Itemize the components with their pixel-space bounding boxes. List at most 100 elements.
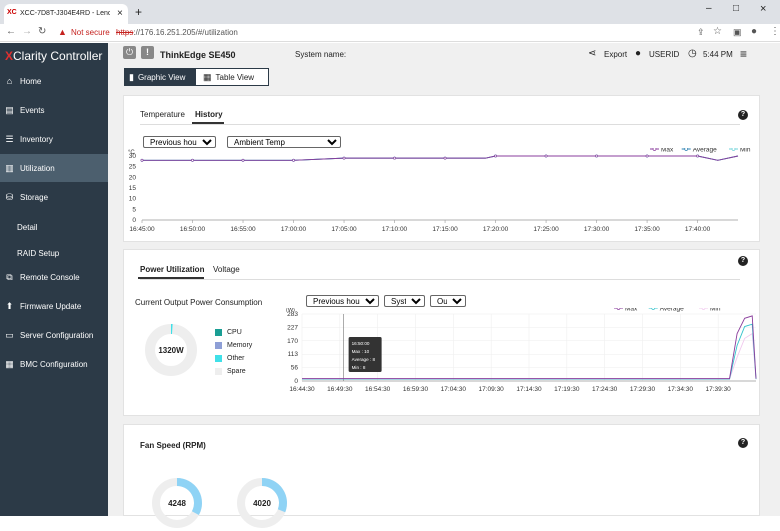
power-donut — [145, 323, 197, 376]
sidebar-item-remote-console[interactable]: ⧉ Remote Console — [0, 263, 108, 291]
power-source-select[interactable]: System — [384, 295, 425, 307]
temp-period-select[interactable]: Previous hour — [143, 136, 216, 148]
kebab-menu-icon[interactable]: ⋮ — [770, 26, 780, 37]
alert-button-icon[interactable]: ! — [141, 46, 154, 59]
table-view-label: Table View — [215, 72, 255, 82]
x-tick-label: 16:54:30 — [365, 386, 391, 393]
tab-voltage[interactable]: Voltage — [213, 265, 240, 274]
hamburger-menu-icon[interactable]: ≡ — [740, 47, 748, 61]
sidepanel-icon[interactable]: ▣ — [733, 27, 742, 37]
x-tick-label: 16:45:00 — [129, 226, 155, 233]
url-field[interactable]: https://176.16.251.205/#/utilization — [116, 28, 238, 37]
share-export-icon[interactable]: ⋖ — [588, 48, 597, 59]
donut-legend-swatch — [215, 368, 222, 375]
power-period-select[interactable]: Previous hour — [306, 295, 379, 307]
y-tick-label: 227 — [287, 324, 298, 331]
firmware-icon: ⬆ — [5, 300, 14, 311]
temp-sensor-select[interactable]: Ambient Temp — [227, 136, 341, 148]
tab-divider — [140, 279, 740, 280]
star-icon[interactable]: ☆ — [713, 26, 722, 37]
y-tick-label: 0 — [132, 217, 136, 224]
y-tick-label: 20 — [129, 174, 137, 181]
sidebar-item-bmc-configuration[interactable]: ▦ BMC Configuration — [0, 350, 108, 378]
tab-history-underline — [192, 122, 224, 124]
data-point — [241, 158, 245, 162]
sidebar-item-label: Remote Console — [20, 272, 80, 282]
data-point — [595, 154, 598, 158]
donut-legend-label: Memory — [227, 342, 253, 349]
sidebar-item-events[interactable]: ▤ Events — [0, 96, 108, 124]
minimize-icon[interactable]: ‒ — [706, 3, 712, 14]
sidebar-item-server-configuration[interactable]: ▭ Server Configuration — [0, 321, 108, 349]
sidebar-item-utilization[interactable]: ▥ Utilization — [0, 154, 108, 182]
y-tick-label: 283 — [287, 311, 298, 318]
fan-speed-title: Fan Speed (RPM) — [140, 441, 206, 450]
x-tick-label: 17:25:00 — [533, 226, 559, 233]
bmc-config-icon: ▦ — [5, 358, 14, 369]
home-icon: ⌂ — [6, 75, 13, 86]
legend-marker — [652, 148, 657, 151]
donut-legend-label: CPU — [227, 329, 242, 336]
sidebar-item-firmware-update[interactable]: ⬆ Firmware Update — [0, 292, 108, 320]
time-label: 5:44 PM — [703, 50, 733, 59]
data-point — [140, 158, 144, 162]
x-tick-label: 17:40:00 — [685, 226, 711, 233]
legend-marker — [731, 148, 736, 151]
data-point — [696, 154, 699, 158]
sidebar-item-detail[interactable]: Detail — [0, 213, 108, 241]
inventory-icon: ☰ — [5, 133, 14, 144]
tab-power-utilization[interactable]: Power Utilization — [140, 265, 205, 274]
profile-icon[interactable]: ● — [751, 26, 758, 37]
url-scheme: https — [116, 28, 134, 37]
sidebar-item-inventory[interactable]: ☰ Inventory — [0, 125, 108, 153]
export-link[interactable]: Export — [604, 50, 628, 59]
new-tab-icon[interactable]: + — [135, 5, 143, 19]
y-tick-label: 113 — [288, 351, 299, 358]
y-tick-label: 30 — [129, 153, 137, 160]
server-name: ThinkEdge SE450 — [160, 50, 236, 60]
sidebar-item-home[interactable]: ⌂ Home — [0, 67, 108, 95]
data-point — [393, 156, 396, 160]
browser-tab[interactable]: XC XCC-7D8T-J304E4RD - Lenovo X × — [4, 4, 128, 24]
help-icon[interactable]: ? — [738, 438, 748, 448]
back-icon[interactable]: ← — [6, 26, 16, 37]
y-tick-label: 0 — [294, 378, 298, 385]
close-tab-icon[interactable]: × — [117, 8, 123, 19]
x-tick-label: 17:14:30 — [516, 386, 542, 393]
graphic-view-button[interactable]: ▮ Graphic View — [124, 68, 195, 86]
main-content: ⏻ ! ThinkEdge SE450 System name: ⋖ Expor… — [108, 43, 780, 528]
legend-marker — [701, 308, 706, 310]
data-point — [645, 154, 649, 158]
table-view-button[interactable]: ▦ Table View — [195, 68, 269, 86]
window-close-icon[interactable]: × — [760, 3, 767, 15]
x-tick-label: 17:09:30 — [479, 386, 505, 393]
series-line-average — [302, 323, 757, 380]
sidebar-item-storage[interactable]: ⛁ Storage — [0, 183, 108, 211]
help-icon[interactable]: ? — [738, 256, 748, 266]
x-tick-label: 17:20:00 — [483, 226, 509, 233]
user-menu[interactable]: USERID — [649, 50, 680, 59]
forward-icon[interactable]: → — [22, 26, 32, 37]
help-icon[interactable]: ? — [738, 110, 748, 120]
maximize-icon[interactable]: □ — [733, 3, 740, 14]
sidebar-item-raid-setup[interactable]: RAID Setup — [0, 239, 108, 267]
sidebar: XClarity Controller ⌂ Home ▤ Events ☰ Inven… — [0, 43, 108, 516]
tab-history[interactable]: History — [195, 110, 223, 119]
address-bar: ← → ↻ ▲ Not secure https://176.16.251.20… — [0, 24, 780, 42]
power-button-icon[interactable]: ⏻ — [123, 46, 136, 59]
sidebar-item-label: Home — [20, 76, 42, 86]
security-label[interactable]: Not secure — [71, 28, 110, 37]
donut-legend-swatch — [215, 355, 222, 362]
share-icon[interactable]: ⇪ — [697, 27, 705, 37]
x-tick-label: 16:55:00 — [230, 226, 256, 233]
browser-tab-title: XCC-7D8T-J304E4RD - Lenovo X — [20, 10, 110, 17]
browser-tab-bar: XC XCC-7D8T-J304E4RD - Lenovo X × + ‒ □ … — [0, 0, 780, 24]
sidebar-item-label: Firmware Update — [20, 301, 82, 311]
power-type-select[interactable]: Output — [430, 295, 466, 307]
donut-legend-swatch — [215, 329, 222, 336]
app-logo: XClarity Controller — [5, 49, 102, 63]
tab-temperature[interactable]: Temperature — [140, 110, 185, 119]
sidebar-item-label: Storage — [20, 192, 49, 202]
reload-icon[interactable]: ↻ — [38, 26, 47, 37]
server-config-icon: ▭ — [5, 329, 14, 340]
